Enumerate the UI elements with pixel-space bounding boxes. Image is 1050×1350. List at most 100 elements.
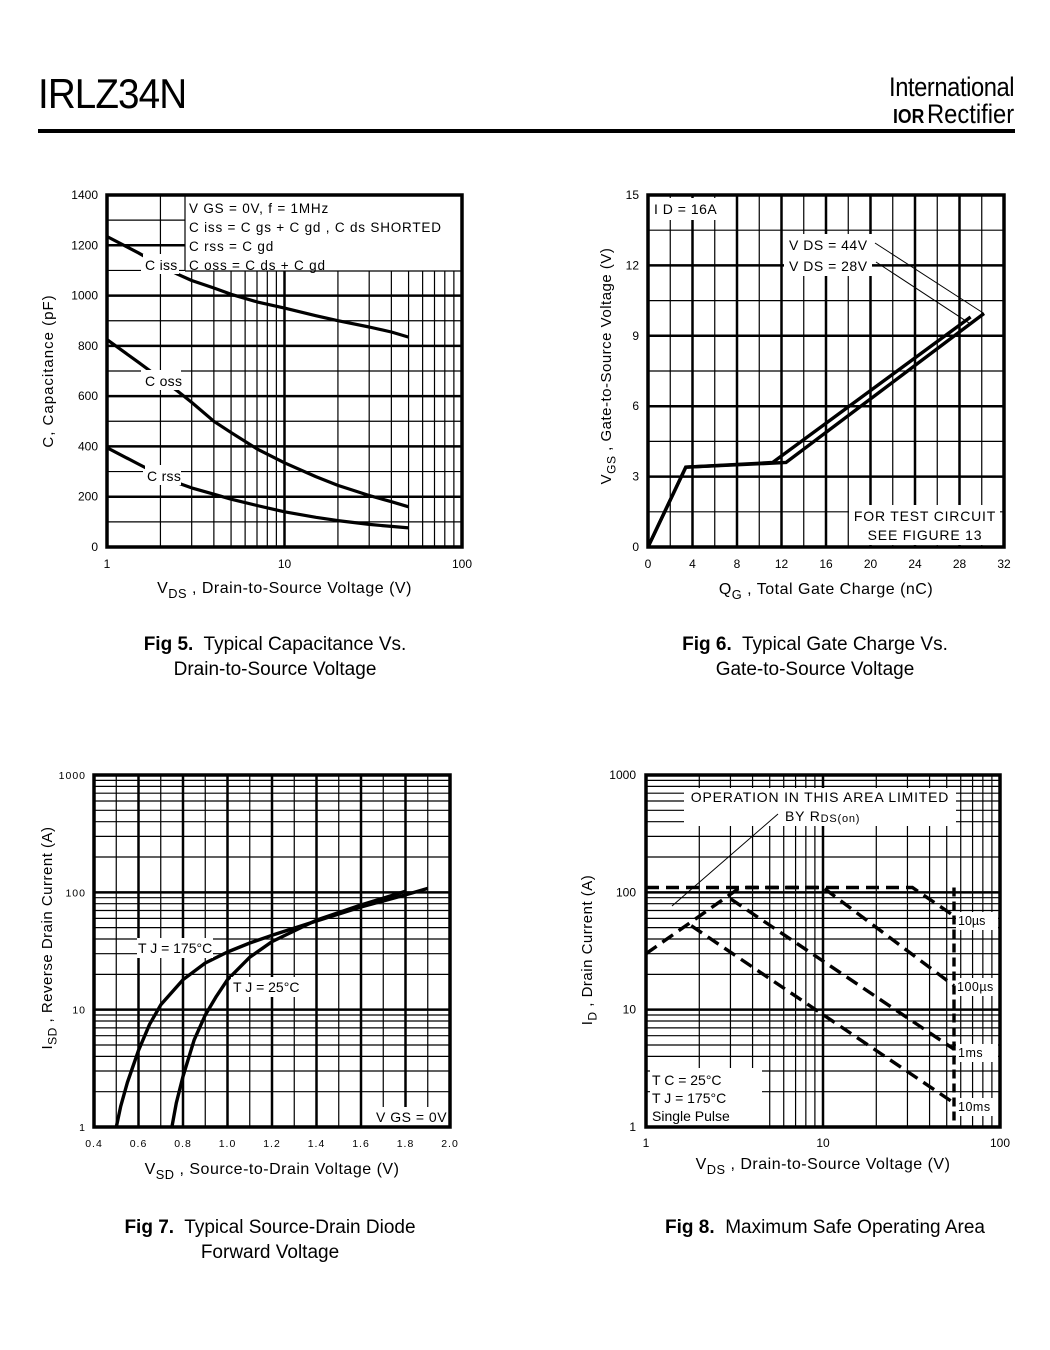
x-tick-label: 1.6 [352,1138,370,1150]
caption-fig7-line1: Typical Source-Drain Diode [184,1217,416,1238]
label-bg-1ms [956,1044,998,1062]
caption-fig7-line2: Forward Voltage [200,1242,340,1263]
series-label-crss: C rss [147,468,181,484]
chart-fig5: C iss C oss C rss V GS = 0V, f = 1MHz C iss … [40,188,472,601]
plot-frame [105,193,464,549]
series-line-vds-44v [646,312,986,548]
y-tick-label: 6 [632,399,639,413]
y-axis-label: C, Capacitance (pF) [40,294,57,447]
y-tick-label: 12 [626,258,640,272]
x-tick-label: 100 [990,1136,1010,1150]
y-axis-label: VGS , Gate-to-Source Voltage (V) [598,248,619,485]
x-tick-label: 28 [953,557,967,571]
caption-fig8-line1: Maximum Safe Operating Area [725,1217,985,1238]
y-tick-label: 0 [632,540,639,554]
y-tick-label: 1000 [609,768,636,782]
y-tick-label: 600 [78,389,98,403]
series-line-crss [106,446,409,530]
logo-mark: IOR [892,106,925,128]
y-tick-label: 1 [629,1120,636,1134]
series-line-tj-25c [170,889,407,1128]
caption-fig6-line2: Gate-to-Source Voltage [715,659,915,680]
x-tick-label: 10 [816,1136,830,1150]
id-condition-label: I D = 16A [654,201,717,217]
x-tick-label: 20 [864,557,878,571]
label-bg-10us [956,912,998,930]
x-tick-label: 2.0 [441,1138,459,1150]
plot-frame [644,773,1002,1129]
x-tick-label: 24 [908,557,922,571]
x-axis-label: VDS , Drain-to-Source Voltage (V) [696,1156,951,1177]
x-tick-label: 1.8 [397,1138,415,1150]
caption-fig6-num: Fig 6. [682,634,732,655]
series-label-10us: 10µs [958,914,985,928]
legend-box-bg [185,196,461,271]
y-tick-label: 0 [91,540,98,554]
area-note-line1: OPERATION IN THIS AREA LIMITED [691,789,949,805]
y-tick-label: 1200 [71,238,98,252]
caption-fig7-num: Fig 7. [124,1217,175,1238]
plot-frame [92,773,452,1129]
logo-line2: Rectifier [926,99,1014,129]
series-label-tj-25c: T J = 25°C [233,979,299,995]
legend-text-line: C iss = C gs + C gd , C ds SHORTED [189,220,442,235]
x-tick-label: 1 [104,557,111,571]
label-bg-100us [956,978,998,996]
id-label-bg [651,198,717,220]
y-tick-label: 1000 [59,770,86,782]
caption-fig5-num: Fig 5. [143,634,194,655]
series-label-100us: 100µs [957,980,994,994]
logo-line1: International [888,72,1014,102]
caption-fig5: Fig 5. Typical Capacitance Vs. Drain-to-… [90,632,460,682]
caption-fig6: Fig 6. Typical Gate Charge Vs. Gate-to-S… [630,632,1000,682]
y-tick-label: 100 [616,885,636,899]
vgs-label-bg [372,1107,447,1126]
series-label-ciss: C iss [145,257,178,273]
area-note-bg [684,788,956,826]
logo-line2-wrap: IORRectifier [889,99,1014,130]
x-tick-label: 1.2 [263,1138,281,1150]
series-line-10us [646,885,955,918]
condition-line: Single Pulse [652,1108,730,1124]
chart-fig8: 10µs 100µs 1ms 10ms OPERATION IN THIS AREA L… [579,768,1010,1177]
tj175-label-bg [137,938,213,958]
y-tick-label: 1000 [71,289,98,303]
legend-text-line: C rss = C gd [189,239,274,254]
y-tick-label: 1 [79,1122,86,1134]
y-tick-label: 400 [78,439,98,453]
x-tick-label: 1 [643,1136,650,1150]
crss-label-bg2 [145,465,181,485]
conditions-bg [650,1068,762,1126]
header-rule [38,129,1015,133]
y-tick-label: 100 [65,887,86,899]
y-tick-label: 10 [72,1005,86,1017]
x-tick-label: 4 [689,557,696,571]
company-logo: International IORRectifier [872,72,1014,130]
x-tick-label: 16 [819,557,833,571]
chart-fig7: T J = 175°C T J = 25°C V GS = 0V 0.4 0.6 0.8 1… [39,770,459,1182]
x-tick-label: 1.4 [308,1138,326,1150]
x-tick-label: 32 [997,557,1011,571]
legend-text-line: V GS = 0V, f = 1MHz [189,201,329,216]
x-axis-label: VDS , Drain-to-Source Voltage (V) [157,580,412,601]
part-number: IRLZ34N [38,70,187,117]
x-tick-label: 100 [452,557,472,571]
x-tick-label: 0 [645,557,652,571]
y-tick-label: 800 [78,339,98,353]
y-tick-label: 10 [623,1003,637,1017]
legend-text-line: C oss = C ds + C gd [189,258,326,273]
tj25-label-bg [231,977,299,997]
x-tick-label: 0.4 [85,1138,103,1150]
condition-line: T J = 175°C [652,1090,726,1106]
y-axis-label: ISD , Reverse Drain Current (A) [39,826,60,1049]
vgs-condition-label: V GS = 0V [376,1109,447,1125]
leader-line-28v [875,261,971,325]
chart-fig6: I D = 16A V DS = 44V V DS = 28V FOR TEST CI… [598,188,1011,602]
ciss-label-bg2 [143,254,179,274]
caption-fig8-num: Fig 8. [665,1217,715,1238]
x-tick-label: 10 [278,557,292,571]
coss-label-bg2 [143,370,181,390]
x-axis-label: QG , Total Gate Charge (nC) [719,581,933,602]
area-note-line2: BY RDS(on) [785,808,860,825]
y-tick-label: 15 [626,188,640,202]
